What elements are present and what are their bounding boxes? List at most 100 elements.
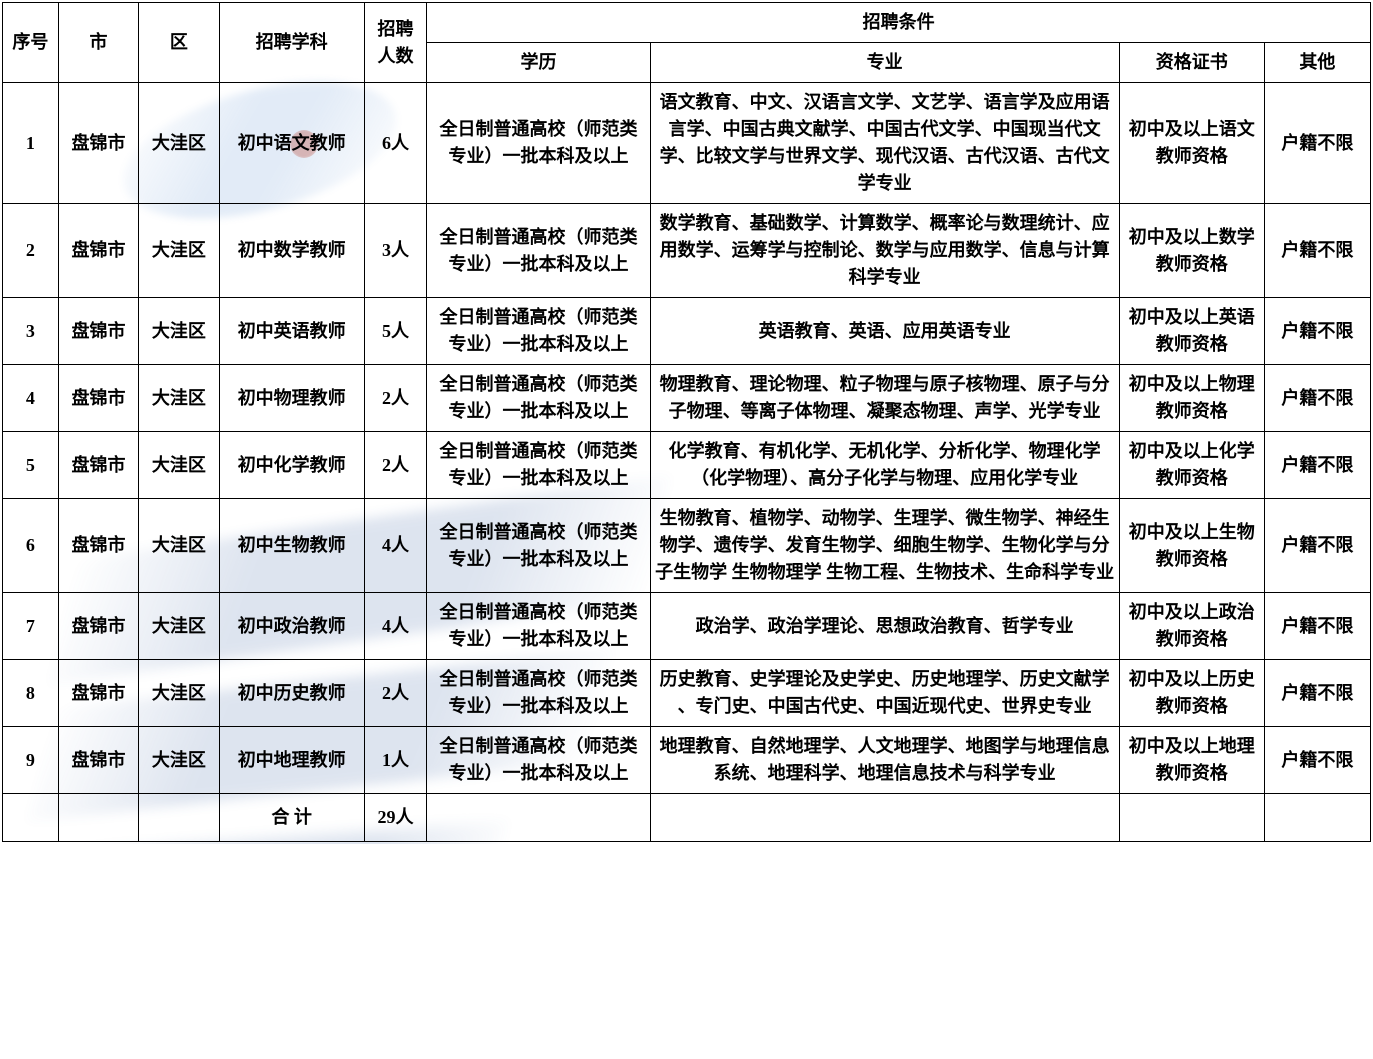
cell-subject: 初中英语教师 <box>219 298 364 365</box>
cell-major: 地理教育、自然地理学、人文地理学、地图学与地理信息系统、地理科学、地理信息技术与… <box>650 727 1119 794</box>
table-row: 7盘锦市大洼区初中政治教师4人全日制普通高校（师范类专业）一批本科及以上政治学、… <box>3 593 1371 660</box>
cell-subject: 初中数学教师 <box>219 204 364 298</box>
cell-district: 大洼区 <box>139 83 219 204</box>
cell-count: 2人 <box>364 365 427 432</box>
cell-certificate: 初中及以上历史教师资格 <box>1119 660 1264 727</box>
cell-count: 4人 <box>364 499 427 593</box>
table-row: 4盘锦市大洼区初中物理教师2人全日制普通高校（师范类专业）一批本科及以上物理教育… <box>3 365 1371 432</box>
cell-certificate: 初中及以上英语教师资格 <box>1119 298 1264 365</box>
cell-certificate: 初中及以上语文教师资格 <box>1119 83 1264 204</box>
cell-certificate: 初中及以上数学教师资格 <box>1119 204 1264 298</box>
cell-major: 英语教育、英语、应用英语专业 <box>650 298 1119 365</box>
cell-certificate: 初中及以上物理教师资格 <box>1119 365 1264 432</box>
header-count: 招聘人数 <box>364 3 427 83</box>
cell-education: 全日制普通高校（师范类专业）一批本科及以上 <box>427 593 650 660</box>
cell-major: 政治学、政治学理论、思想政治教育、哲学专业 <box>650 593 1119 660</box>
cell-education: 全日制普通高校（师范类专业）一批本科及以上 <box>427 204 650 298</box>
cell-district: 大洼区 <box>139 727 219 794</box>
table-header: 序号 市 区 招聘学科 招聘人数 招聘条件 学历 专业 资格证书 其他 <box>3 3 1371 83</box>
cell-other: 户籍不限 <box>1264 432 1370 499</box>
cell-district: 大洼区 <box>139 593 219 660</box>
cell-district: 大洼区 <box>139 499 219 593</box>
cell-district: 大洼区 <box>139 204 219 298</box>
cell-city: 盘锦市 <box>58 204 138 298</box>
cell-major: 生物教育、植物学、动物学、生理学、微生物学、神经生物学、遗传学、发育生物学、细胞… <box>650 499 1119 593</box>
cell-other: 户籍不限 <box>1264 83 1370 204</box>
cell-city: 盘锦市 <box>58 298 138 365</box>
footer-blank <box>427 794 650 842</box>
cell-idx: 8 <box>3 660 59 727</box>
footer-blank <box>58 794 138 842</box>
cell-other: 户籍不限 <box>1264 660 1370 727</box>
cell-district: 大洼区 <box>139 298 219 365</box>
header-idx: 序号 <box>3 3 59 83</box>
table-row: 3盘锦市大洼区初中英语教师5人全日制普通高校（师范类专业）一批本科及以上英语教育… <box>3 298 1371 365</box>
cell-count: 6人 <box>364 83 427 204</box>
table-row: 8盘锦市大洼区初中历史教师2人全日制普通高校（师范类专业）一批本科及以上历史教育… <box>3 660 1371 727</box>
table-body: 1盘锦市大洼区初中语文教师6人全日制普通高校（师范类专业）一批本科及以上语文教育… <box>3 83 1371 794</box>
header-education: 学历 <box>427 43 650 83</box>
header-district: 区 <box>139 3 219 83</box>
cell-idx: 3 <box>3 298 59 365</box>
cell-major: 化学教育、有机化学、无机化学、分析化学、物理化学（化学物理）、高分子化学与物理、… <box>650 432 1119 499</box>
cell-count: 4人 <box>364 593 427 660</box>
footer-total-value: 29人 <box>364 794 427 842</box>
cell-idx: 5 <box>3 432 59 499</box>
cell-subject: 初中物理教师 <box>219 365 364 432</box>
cell-education: 全日制普通高校（师范类专业）一批本科及以上 <box>427 365 650 432</box>
cell-count: 5人 <box>364 298 427 365</box>
cell-education: 全日制普通高校（师范类专业）一批本科及以上 <box>427 83 650 204</box>
header-subject: 招聘学科 <box>219 3 364 83</box>
cell-count: 1人 <box>364 727 427 794</box>
cell-subject: 初中语文教师 <box>219 83 364 204</box>
header-major: 专业 <box>650 43 1119 83</box>
cell-other: 户籍不限 <box>1264 727 1370 794</box>
cell-count: 2人 <box>364 660 427 727</box>
cell-subject: 初中地理教师 <box>219 727 364 794</box>
cell-count: 3人 <box>364 204 427 298</box>
cell-other: 户籍不限 <box>1264 499 1370 593</box>
cell-certificate: 初中及以上生物教师资格 <box>1119 499 1264 593</box>
cell-district: 大洼区 <box>139 660 219 727</box>
cell-education: 全日制普通高校（师范类专业）一批本科及以上 <box>427 499 650 593</box>
cell-education: 全日制普通高校（师范类专业）一批本科及以上 <box>427 727 650 794</box>
cell-idx: 1 <box>3 83 59 204</box>
cell-education: 全日制普通高校（师范类专业）一批本科及以上 <box>427 298 650 365</box>
footer-total-label: 合 计 <box>219 794 364 842</box>
header-certificate: 资格证书 <box>1119 43 1264 83</box>
cell-city: 盘锦市 <box>58 365 138 432</box>
cell-idx: 2 <box>3 204 59 298</box>
table-footer: 合 计 29人 <box>3 794 1371 842</box>
cell-other: 户籍不限 <box>1264 204 1370 298</box>
table-row: 2盘锦市大洼区初中数学教师3人全日制普通高校（师范类专业）一批本科及以上数学教育… <box>3 204 1371 298</box>
cell-district: 大洼区 <box>139 365 219 432</box>
footer-blank <box>650 794 1119 842</box>
header-conditions: 招聘条件 <box>427 3 1371 43</box>
cell-idx: 9 <box>3 727 59 794</box>
cell-certificate: 初中及以上化学教师资格 <box>1119 432 1264 499</box>
table-row: 9盘锦市大洼区初中地理教师1人全日制普通高校（师范类专业）一批本科及以上地理教育… <box>3 727 1371 794</box>
cell-major: 历史教育、史学理论及史学史、历史地理学、历史文献学 、专门史、中国古代史、中国近… <box>650 660 1119 727</box>
cell-subject: 初中化学教师 <box>219 432 364 499</box>
cell-other: 户籍不限 <box>1264 298 1370 365</box>
cell-district: 大洼区 <box>139 432 219 499</box>
cell-certificate: 初中及以上政治教师资格 <box>1119 593 1264 660</box>
footer-blank <box>1264 794 1370 842</box>
cell-major: 物理教育、理论物理、粒子物理与原子核物理、原子与分子物理、等离子体物理、凝聚态物… <box>650 365 1119 432</box>
table-row: 1盘锦市大洼区初中语文教师6人全日制普通高校（师范类专业）一批本科及以上语文教育… <box>3 83 1371 204</box>
cell-subject: 初中历史教师 <box>219 660 364 727</box>
header-city: 市 <box>58 3 138 83</box>
table-row: 5盘锦市大洼区初中化学教师2人全日制普通高校（师范类专业）一批本科及以上化学教育… <box>3 432 1371 499</box>
table-row: 6盘锦市大洼区初中生物教师4人全日制普通高校（师范类专业）一批本科及以上生物教育… <box>3 499 1371 593</box>
footer-blank <box>139 794 219 842</box>
cell-major: 数学教育、基础数学、计算数学、概率论与数理统计、应用数学、运筹学与控制论、数学与… <box>650 204 1119 298</box>
header-other: 其他 <box>1264 43 1370 83</box>
cell-city: 盘锦市 <box>58 727 138 794</box>
cell-city: 盘锦市 <box>58 432 138 499</box>
cell-idx: 7 <box>3 593 59 660</box>
cell-city: 盘锦市 <box>58 593 138 660</box>
footer-blank <box>3 794 59 842</box>
cell-idx: 4 <box>3 365 59 432</box>
cell-city: 盘锦市 <box>58 83 138 204</box>
cell-count: 2人 <box>364 432 427 499</box>
